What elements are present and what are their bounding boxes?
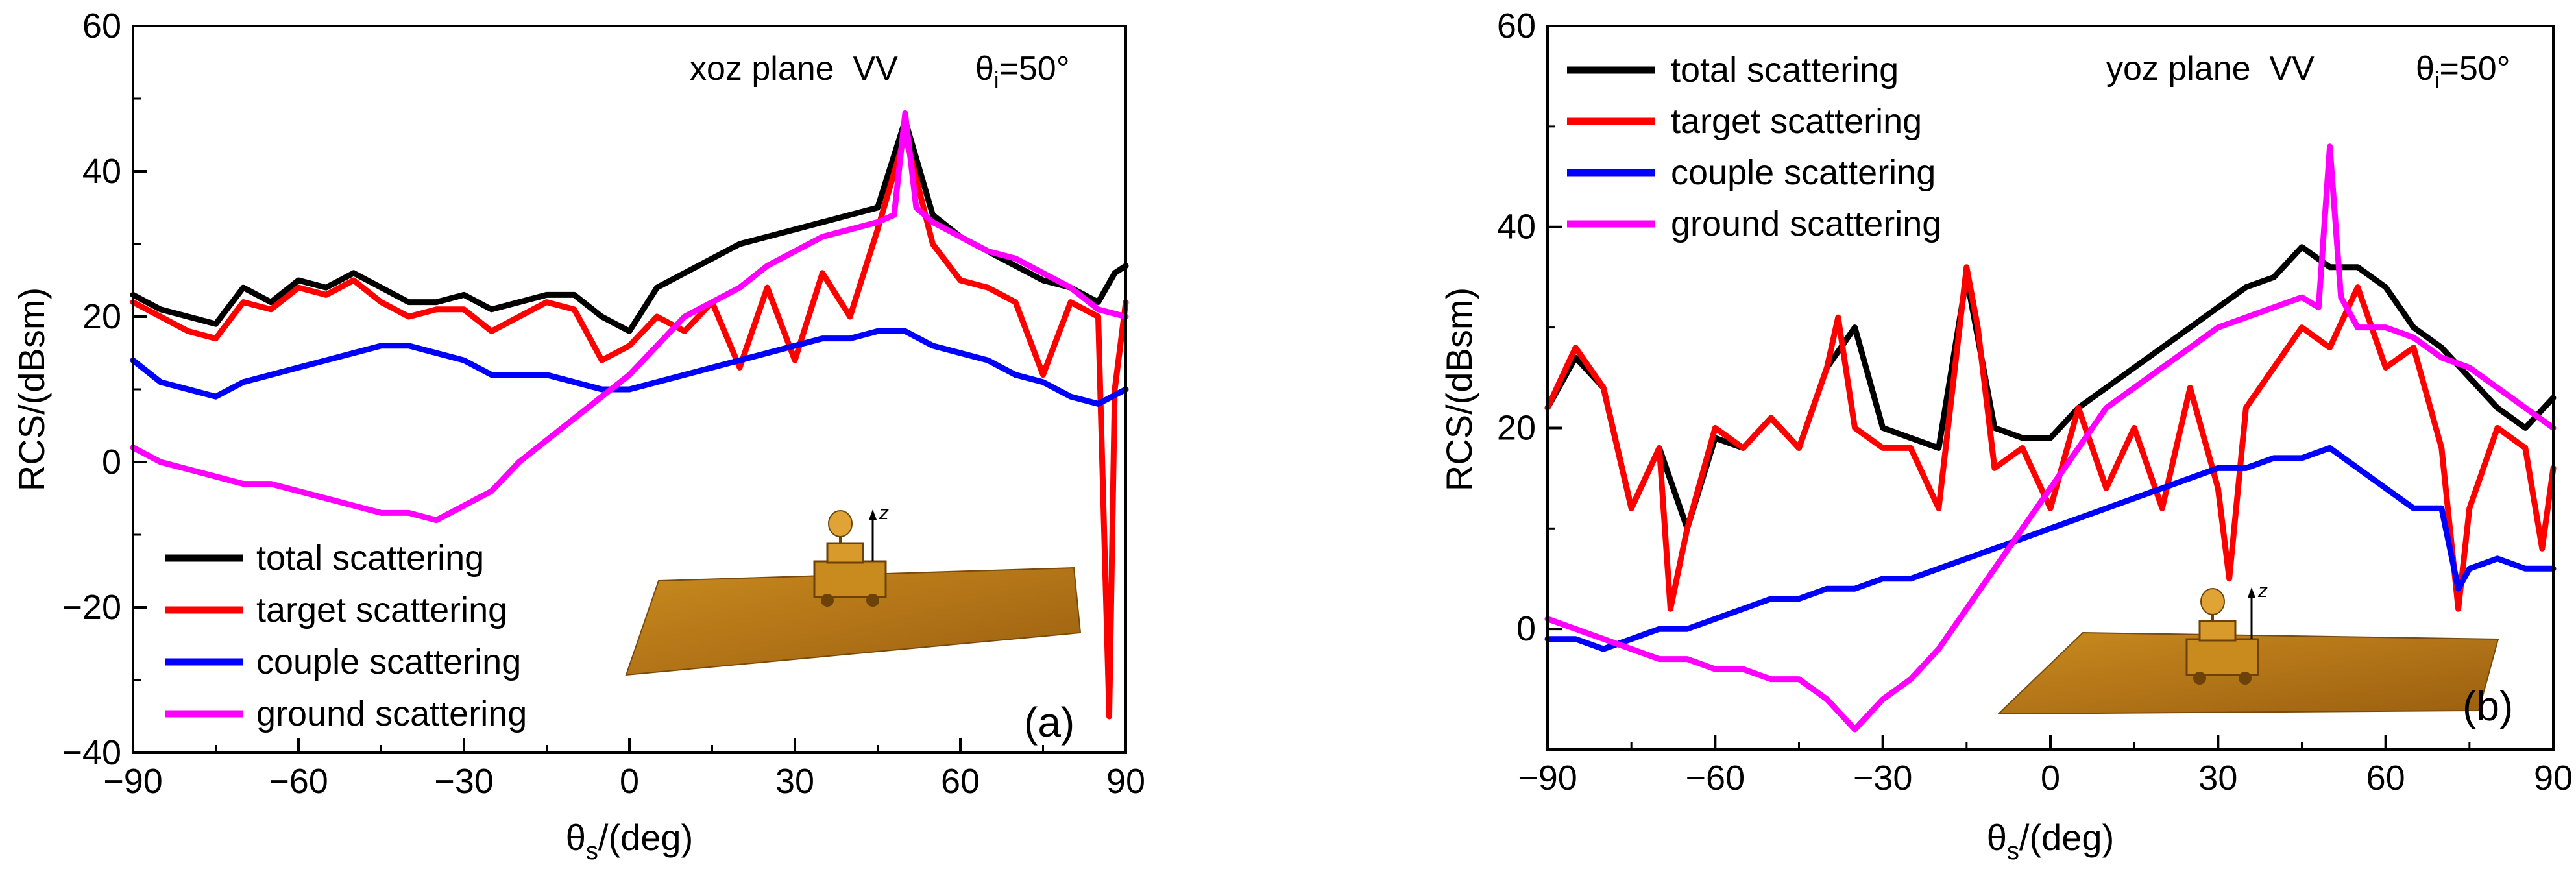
panel-a-incidence-symbol: θ bbox=[975, 50, 994, 88]
panel-a-x-tick-label-3: 0 bbox=[620, 762, 639, 801]
panel-b-x-tick-label-3: 0 bbox=[2041, 759, 2060, 798]
panel-b-incidence-value: =50° bbox=[2439, 50, 2510, 88]
panel-a-series-line-1 bbox=[130, 132, 1129, 720]
panel-b-y-tick-label-3: 60 bbox=[1497, 6, 1536, 45]
panel-b-incidence-sub: i bbox=[2435, 68, 2440, 93]
panel-a-x-ticks: −90 −60 −30 0 30 60 90 bbox=[103, 738, 1145, 801]
panel-b-legend-label-2: couple scattering bbox=[1671, 153, 1936, 192]
panel-b-incidence-label: θi=50° bbox=[2416, 50, 2510, 93]
panel-b-series-line-2 bbox=[1544, 445, 2557, 652]
panel-b-y-tick-label-1: 20 bbox=[1497, 408, 1536, 447]
panel-b-legend-label-0: total scattering bbox=[1671, 51, 1899, 90]
panel-a-incidence-label: θi=50° bbox=[975, 50, 1070, 93]
panel-b-legend-label-1: target scattering bbox=[1671, 102, 1922, 141]
panel-a-y-tick-label-3: 20 bbox=[82, 297, 121, 336]
panel-a-legend-label-2: couple scattering bbox=[256, 642, 521, 681]
panel-a: z −90 −60 −30 0 30 60 90 −40 −20 0 20 40 60 xoz pla… bbox=[11, 6, 1145, 865]
panel-b-y-ticks: 0 20 40 60 bbox=[1497, 6, 1562, 648]
panel-a-legend: total scattering target scattering couple … bbox=[165, 539, 527, 733]
panel-a-legend-label-0: total scattering bbox=[256, 539, 484, 578]
panel-a-y-ticks: −40 −20 0 20 40 60 bbox=[62, 6, 147, 772]
panel-a-legend-label-3: ground scattering bbox=[256, 694, 527, 733]
panel-b-x-tick-label-6: 90 bbox=[2534, 759, 2573, 798]
panel-a-y-tick-label-0: −40 bbox=[62, 733, 121, 772]
panel-a-incidence-value: =50° bbox=[999, 50, 1069, 88]
panel-a-panel-tag: (a) bbox=[1024, 699, 1075, 746]
panel-b-y-tick-label-0: 0 bbox=[1516, 609, 1536, 648]
svg-text:z: z bbox=[2257, 580, 2268, 602]
panel-a-y-tick-label-5: 60 bbox=[82, 6, 121, 45]
panel-a-x-tick-label-4: 30 bbox=[775, 762, 814, 801]
panel-a-y-axis-title: RCS/(dBsm) bbox=[11, 287, 52, 491]
panel-a-x-tick-label-2: −30 bbox=[434, 762, 494, 801]
panel-a-inset-illustration: z bbox=[625, 502, 1082, 676]
panel-b-panel-tag: (b) bbox=[2462, 683, 2513, 729]
panel-a-x-axis-sub: s bbox=[586, 838, 598, 865]
panel-b-y-tick-label-2: 40 bbox=[1497, 208, 1536, 247]
panel-a-x-tick-label-1: −60 bbox=[269, 762, 328, 801]
panel-a-y-tick-label-2: 0 bbox=[102, 443, 121, 482]
panel-a-series-line-3 bbox=[130, 110, 1129, 524]
panel-a-series bbox=[130, 110, 1129, 720]
panel-a-x-tick-label-6: 90 bbox=[1106, 762, 1145, 801]
panel-b-series-line-3 bbox=[1544, 143, 2557, 733]
panel-b-legend-label-3: ground scattering bbox=[1671, 204, 1941, 243]
panel-a-plane-label: xoz plane VV bbox=[690, 50, 898, 88]
panel-b-y-axis-title: RCS/(dBsm) bbox=[1439, 287, 1479, 491]
panel-a-x-axis-rest: /(deg) bbox=[598, 817, 693, 858]
svg-text:z: z bbox=[879, 502, 889, 524]
panel-b-x-tick-label-2: −30 bbox=[1853, 759, 1913, 798]
panel-b-x-tick-label-5: 60 bbox=[2366, 759, 2405, 798]
panel-b-x-axis-symbol: θ bbox=[1987, 817, 2007, 858]
panel-b-x-axis-title: θs/(deg) bbox=[1987, 817, 2114, 865]
panel-a-legend-label-1: target scattering bbox=[256, 591, 507, 629]
panel-a-y-tick-label-1: −20 bbox=[62, 588, 121, 627]
panel-b-incidence-symbol: θ bbox=[2416, 50, 2435, 88]
panel-b-x-ticks: −90 −60 −30 0 30 60 90 bbox=[1518, 735, 2573, 798]
panel-b-x-tick-label-1: −60 bbox=[1686, 759, 1745, 798]
panel-b-series-line-1 bbox=[1544, 264, 2557, 612]
panel-b-inset-illustration: z bbox=[1997, 580, 2499, 715]
panel-b-x-axis-sub: s bbox=[2007, 838, 2019, 865]
panel-b-x-tick-label-4: 30 bbox=[2198, 759, 2237, 798]
panel-a-series-line-2 bbox=[130, 328, 1129, 407]
panel-b-series bbox=[1544, 143, 2557, 733]
panel-a-y-tick-label-4: 40 bbox=[82, 152, 121, 191]
panel-a-x-axis-title: θs/(deg) bbox=[566, 817, 693, 865]
panel-a-x-tick-label-0: −90 bbox=[103, 762, 163, 801]
panel-b-plane-label: yoz plane VV bbox=[2106, 50, 2315, 88]
panel-b-x-tick-label-0: −90 bbox=[1518, 759, 1577, 798]
panel-a-incidence-sub: i bbox=[994, 68, 999, 93]
panel-a-x-axis-symbol: θ bbox=[566, 817, 586, 858]
panel-a-x-tick-label-5: 60 bbox=[941, 762, 980, 801]
panel-b-legend: total scattering target scattering couple … bbox=[1567, 51, 1941, 243]
panel-b-x-axis-rest: /(deg) bbox=[2019, 817, 2114, 858]
